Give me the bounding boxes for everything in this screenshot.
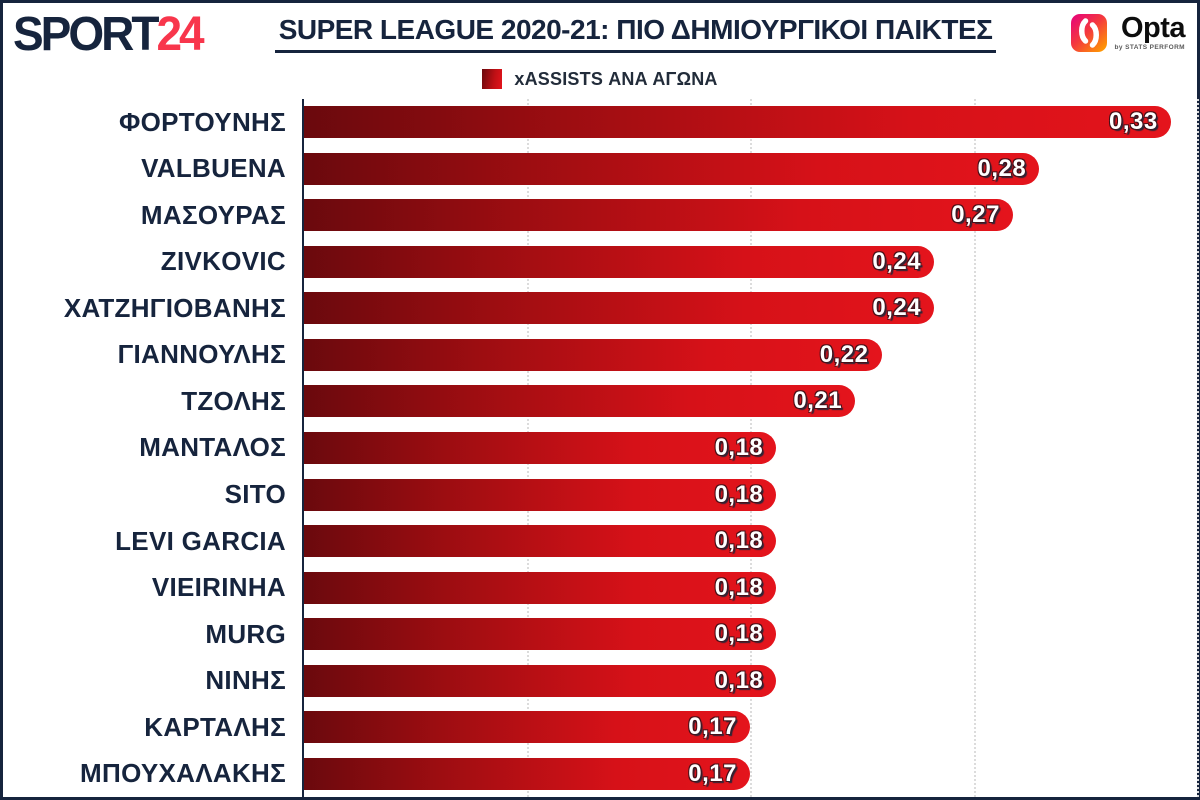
value-bar: 0,18: [303, 431, 777, 464]
value-bar: 0,17: [303, 711, 750, 744]
bar-value-label: 0,22: [819, 340, 869, 368]
chart-row: SITO 0,18: [3, 471, 1197, 518]
bar-track: 0,18: [303, 611, 1197, 658]
player-label: ΦΟΡΤΟΥΝΗΣ: [118, 106, 286, 137]
y-axis-line: [302, 99, 304, 797]
value-bar: 0,33: [303, 106, 1171, 139]
player-label: VIEIRINHA: [151, 572, 286, 603]
bar-track: 0,17: [303, 704, 1197, 751]
bar-value-label: 0,27: [951, 201, 1000, 229]
bar-value-label: 0,18: [714, 527, 764, 555]
legend-swatch: [482, 69, 503, 89]
value-bar: 0,18: [303, 525, 777, 558]
player-label: ΤΖΟΛΗΣ: [181, 385, 286, 416]
chart-row: ZIVKOVIC 0,24: [3, 239, 1197, 286]
bar-track: 0,27: [303, 192, 1197, 239]
player-label: SITO: [224, 479, 286, 510]
value-bar: 0,21: [303, 385, 856, 418]
bar-value-label: 0,18: [714, 620, 764, 648]
value-bar: 0,18: [303, 478, 777, 511]
bar-track: 0,18: [303, 564, 1197, 611]
opta-text: Opta by STATS PERFORM: [1114, 12, 1186, 52]
legend: xASSISTS ΑΝΑ ΑΓΩΝΑ: [3, 63, 1197, 95]
chart-row: ΜΠΟΥΧΑΛΑΚΗΣ 0,17: [3, 750, 1197, 797]
player-label: ZIVKOVIC: [160, 246, 286, 277]
opta-logo: Opta by STATS PERFORM: [1070, 12, 1186, 54]
player-label: ΚΑΡΤΑΛΗΣ: [144, 711, 286, 742]
player-label: LEVI GARCIA: [115, 525, 286, 556]
bar-value-label: 0,33: [1108, 108, 1158, 136]
chart-row: MURG 0,18: [3, 611, 1197, 658]
chart-row: ΚΑΡΤΑΛΗΣ 0,17: [3, 704, 1197, 751]
sport24-logo-24: 24: [156, 5, 204, 61]
bar-track: 0,17: [303, 750, 1197, 797]
value-bar: 0,17: [303, 757, 750, 790]
bar-value-label: 0,18: [714, 666, 764, 694]
chart-row: ΜΑΣΟΥΡΑΣ 0,27: [3, 192, 1197, 239]
player-label: MURG: [205, 618, 286, 649]
value-bar: 0,18: [303, 618, 777, 651]
gridline: [1197, 99, 1199, 797]
bar-value-label: 0,24: [872, 247, 922, 275]
player-label: ΜΠΟΥΧΑΛΑΚΗΣ: [80, 758, 286, 789]
bar-chart: ΦΟΡΤΟΥΝΗΣ 0,33 VALBUENA 0,28 ΜΑΣΟΥΡΑΣ 0,…: [3, 99, 1199, 797]
bar-value-label: 0,17: [688, 713, 737, 741]
bar-value-label: 0,28: [977, 154, 1027, 182]
opta-name: Opta: [1120, 12, 1186, 45]
bar-track: 0,24: [303, 239, 1197, 286]
header: SPORT24 SUPER LEAGUE 2020-21: ΠΙΟ ΔΗΜΙΟΥ…: [3, 3, 1197, 59]
sport24-logo: SPORT24: [13, 9, 205, 57]
bar-value-label: 0,18: [714, 433, 764, 461]
value-bar: 0,27: [303, 199, 1013, 232]
chart-row: VIEIRINHA 0,18: [3, 564, 1197, 611]
player-label: ΝΙΝΗΣ: [205, 665, 286, 696]
bar-track: 0,22: [303, 332, 1197, 379]
bar-value-label: 0,24: [872, 294, 922, 322]
value-bar: 0,28: [303, 152, 1040, 185]
bar-value-label: 0,18: [714, 480, 764, 508]
bar-track: 0,18: [303, 471, 1197, 518]
value-bar: 0,24: [303, 245, 935, 278]
bar-track: 0,18: [303, 518, 1197, 565]
bar-track: 0,21: [303, 378, 1197, 425]
bar-track: 0,18: [303, 425, 1197, 472]
chart-row: ΦΟΡΤΟΥΝΗΣ 0,33: [3, 99, 1197, 146]
chart-row: ΝΙΝΗΣ 0,18: [3, 657, 1197, 704]
bar-value-label: 0,21: [793, 387, 843, 415]
page-title: SUPER LEAGUE 2020-21: ΠΙΟ ΔΗΜΙΟΥΡΓΙΚΟΙ Π…: [274, 14, 997, 53]
gridline: [973, 99, 976, 797]
player-label: VALBUENA: [141, 153, 286, 184]
opta-icon: [1070, 14, 1107, 52]
bar-track: 0,33: [303, 99, 1197, 146]
player-label: ΜΑΣΟΥΡΑΣ: [140, 199, 286, 230]
value-bar: 0,24: [303, 292, 935, 325]
title-wrap: SUPER LEAGUE 2020-21: ΠΙΟ ΔΗΜΙΟΥΡΓΙΚΟΙ Π…: [202, 14, 1070, 53]
chart-row: LEVI GARCIA 0,18: [3, 518, 1197, 565]
bar-track: 0,28: [303, 146, 1197, 193]
legend-label: xASSISTS ΑΝΑ ΑΓΩΝΑ: [514, 68, 718, 89]
player-label: ΧΑΤΖΗΓΙΟΒΑΝΗΣ: [63, 292, 286, 323]
chart-row: ΤΖΟΛΗΣ 0,21: [3, 378, 1197, 425]
bar-track: 0,24: [303, 285, 1197, 332]
bar-track: 0,18: [303, 657, 1197, 704]
chart-row: ΓΙΑΝΝΟΥΛΗΣ 0,22: [3, 332, 1197, 379]
chart-row: VALBUENA 0,28: [3, 146, 1197, 193]
value-bar: 0,18: [303, 664, 777, 697]
chart-row: ΧΑΤΖΗΓΙΟΒΑΝΗΣ 0,24: [3, 285, 1197, 332]
bar-value-label: 0,18: [714, 573, 764, 601]
bar-value-label: 0,17: [688, 759, 737, 787]
value-bar: 0,22: [303, 338, 882, 371]
chart-row: ΜΑΝΤΑΛΟΣ 0,18: [3, 425, 1197, 472]
sport24-logo-sport: SPORT: [13, 5, 159, 61]
opta-byline: by STATS PERFORM: [1114, 44, 1185, 52]
chart-rows: ΦΟΡΤΟΥΝΗΣ 0,33 VALBUENA 0,28 ΜΑΣΟΥΡΑΣ 0,…: [3, 99, 1197, 797]
player-label: ΜΑΝΤΑΛΟΣ: [139, 432, 286, 463]
player-label: ΓΙΑΝΝΟΥΛΗΣ: [117, 339, 286, 370]
value-bar: 0,18: [303, 571, 777, 604]
